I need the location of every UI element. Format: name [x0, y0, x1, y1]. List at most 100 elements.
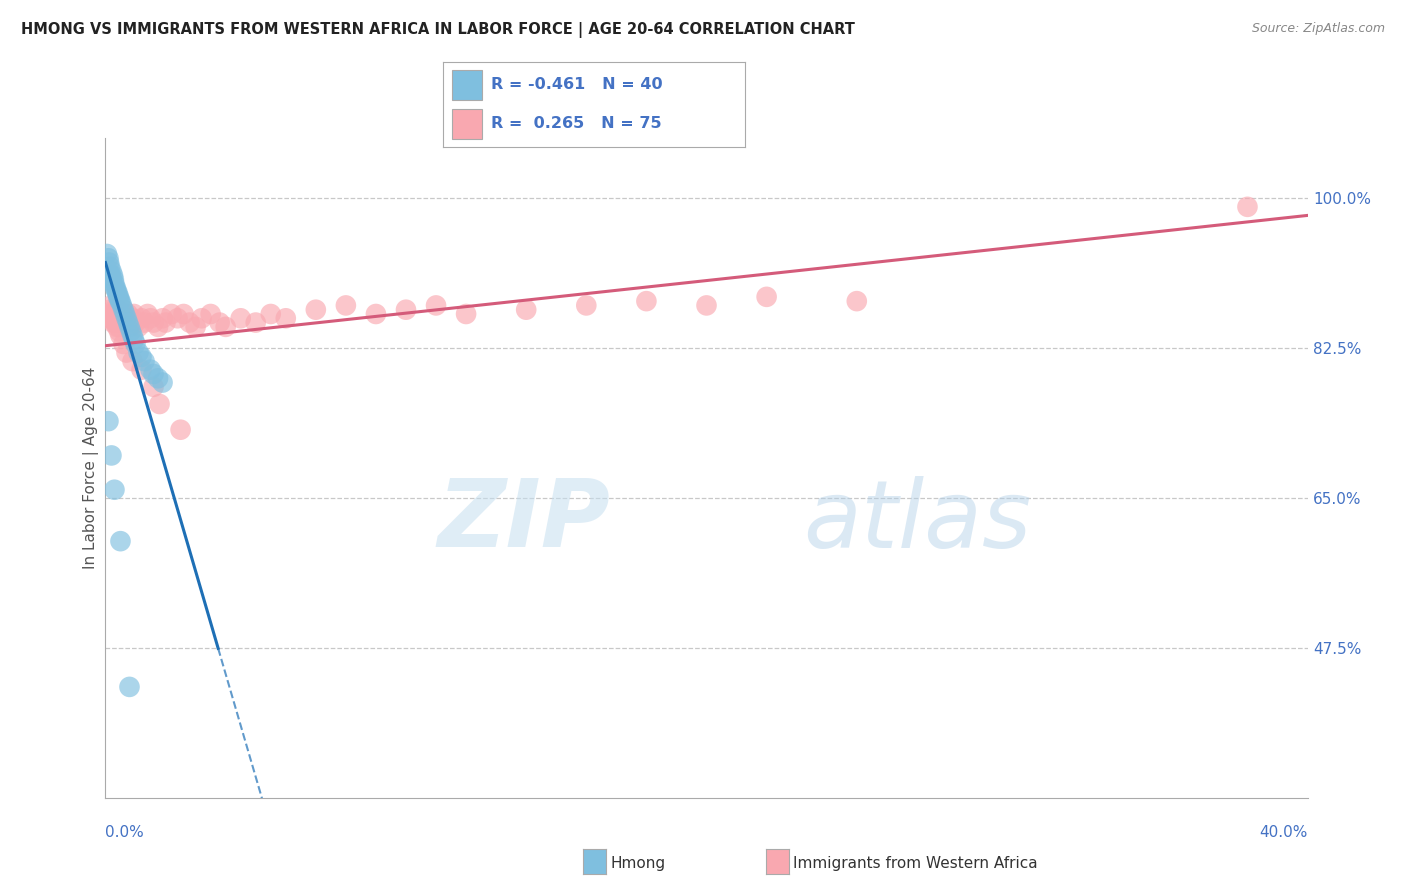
Point [128, 345, 150, 359]
Point [169, 423, 191, 437]
Point [103, 307, 125, 321]
Point [131, 350, 153, 364]
Point [160, 307, 183, 321]
Point [245, 316, 267, 330]
Point [111, 311, 134, 326]
Point [214, 319, 236, 334]
Point [114, 316, 136, 330]
Point [101, 311, 124, 326]
Point [121, 311, 143, 326]
Text: 40.0%: 40.0% [1260, 825, 1308, 839]
Point [103, 302, 125, 317]
Point [107, 290, 129, 304]
Point [395, 302, 418, 317]
Point [115, 345, 138, 359]
Point [696, 298, 718, 312]
Point [120, 319, 142, 334]
Point [146, 371, 169, 385]
Point [108, 324, 131, 338]
Text: atlas: atlas [803, 475, 1031, 566]
Point [100, 264, 122, 278]
Point [108, 307, 131, 321]
Point [97, 414, 120, 428]
Point [108, 294, 131, 309]
Point [110, 294, 132, 309]
Point [101, 268, 124, 283]
Text: 0.0%: 0.0% [105, 825, 145, 839]
Point [107, 285, 129, 300]
Point [98, 302, 121, 317]
Point [117, 307, 139, 321]
Point [115, 311, 138, 326]
Point [425, 298, 447, 312]
Point [110, 311, 132, 326]
Point [108, 290, 131, 304]
Point [107, 302, 129, 317]
Point [114, 307, 136, 321]
Point [636, 294, 658, 309]
Point [97, 252, 120, 266]
Point [139, 362, 162, 376]
Point [108, 319, 131, 334]
Point [112, 337, 135, 351]
Point [131, 311, 153, 326]
Point [128, 319, 150, 334]
Point [103, 273, 125, 287]
Point [100, 268, 122, 283]
Point [134, 316, 156, 330]
Point [173, 307, 195, 321]
Point [134, 354, 156, 368]
Point [166, 311, 188, 326]
Point [105, 307, 128, 321]
Text: HMONG VS IMMIGRANTS FROM WESTERN AFRICA IN LABOR FORCE | AGE 20-64 CORRELATION C: HMONG VS IMMIGRANTS FROM WESTERN AFRICA … [21, 22, 855, 38]
Point [179, 316, 201, 330]
Point [105, 319, 128, 334]
Point [152, 376, 174, 390]
Point [260, 307, 283, 321]
Point [111, 298, 134, 312]
Point [515, 302, 537, 317]
Point [118, 316, 141, 330]
Point [98, 260, 121, 274]
Point [200, 307, 222, 321]
Point [97, 311, 120, 326]
Point [103, 311, 125, 326]
Point [208, 316, 231, 330]
Point [142, 380, 165, 394]
Point [105, 285, 128, 300]
Point [148, 397, 170, 411]
Point [100, 449, 122, 463]
Point [136, 307, 159, 321]
Point [142, 367, 165, 381]
Point [124, 337, 146, 351]
Point [142, 316, 165, 330]
Point [155, 316, 177, 330]
Point [121, 328, 143, 343]
Point [107, 311, 129, 326]
Point [110, 316, 132, 330]
FancyBboxPatch shape [451, 70, 482, 100]
Point [104, 316, 127, 330]
Text: R = -0.461   N = 40: R = -0.461 N = 40 [491, 78, 662, 93]
Point [575, 298, 598, 312]
Point [98, 307, 121, 321]
Point [104, 281, 127, 295]
Point [110, 328, 132, 343]
Point [364, 307, 387, 321]
Point [118, 680, 141, 694]
Text: Immigrants from Western Africa: Immigrants from Western Africa [793, 856, 1038, 871]
Point [121, 354, 143, 368]
Text: R =  0.265   N = 75: R = 0.265 N = 75 [491, 116, 662, 131]
Point [335, 298, 357, 312]
Point [122, 333, 145, 347]
Point [845, 294, 868, 309]
Point [305, 302, 328, 317]
Text: ZIP: ZIP [437, 475, 610, 567]
Point [184, 319, 207, 334]
Point [454, 307, 477, 321]
Point [274, 311, 297, 326]
Point [112, 302, 135, 317]
Point [96, 247, 118, 261]
Point [111, 307, 134, 321]
Point [104, 281, 127, 295]
